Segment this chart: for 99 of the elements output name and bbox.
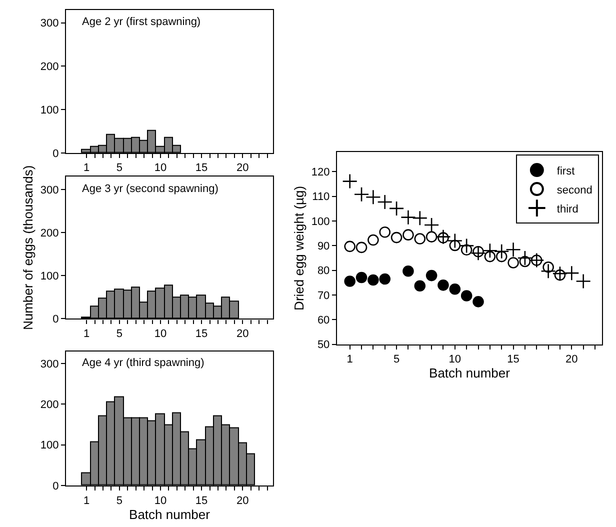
y-tick-label: 70 bbox=[317, 290, 330, 302]
point bbox=[496, 250, 508, 262]
y-tick-label: 100 bbox=[311, 216, 330, 228]
y-tick-label: 100 bbox=[40, 104, 59, 116]
y-tick-label: 100 bbox=[40, 270, 59, 282]
point bbox=[517, 250, 533, 266]
x-tick-label: 20 bbox=[236, 494, 249, 507]
point bbox=[564, 265, 580, 281]
y-tick-label: 90 bbox=[317, 240, 330, 253]
x-tick-label: 10 bbox=[448, 354, 462, 366]
text: Age 2 yr (first spawning) bbox=[82, 16, 201, 28]
y-tick-label: 0 bbox=[52, 314, 59, 326]
x-tick-label: 1 bbox=[83, 328, 90, 340]
point bbox=[438, 280, 449, 291]
point bbox=[494, 244, 510, 260]
point bbox=[436, 229, 451, 244]
x-tick-label: 15 bbox=[195, 494, 208, 507]
x-axis-title: Batch number bbox=[129, 506, 211, 522]
point bbox=[400, 210, 416, 225]
y-tick-label: 0 bbox=[52, 480, 59, 492]
point bbox=[449, 240, 461, 252]
point bbox=[460, 290, 472, 302]
x-tick-label: 1 bbox=[346, 354, 353, 366]
point bbox=[449, 283, 461, 295]
point bbox=[447, 233, 463, 248]
text: Age 4 yr (third spawning) bbox=[82, 357, 204, 369]
point bbox=[554, 269, 566, 281]
y-tick-label: 300 bbox=[40, 358, 59, 370]
point bbox=[412, 210, 428, 226]
y-tick-label: 0 bbox=[52, 148, 59, 160]
point bbox=[354, 186, 370, 202]
x-tick-label: 15 bbox=[195, 328, 208, 340]
point bbox=[402, 229, 414, 240]
y-tick-label: 200 bbox=[40, 227, 59, 240]
point bbox=[388, 200, 404, 216]
y-tick-label: 300 bbox=[40, 184, 59, 196]
x-tick-label: 1 bbox=[83, 162, 90, 174]
point bbox=[377, 194, 393, 210]
point bbox=[344, 240, 356, 252]
point bbox=[356, 242, 368, 254]
point bbox=[426, 231, 438, 242]
point bbox=[472, 246, 484, 258]
y-tick-label: 100 bbox=[40, 440, 59, 452]
x-tick-label: 20 bbox=[236, 328, 249, 340]
point bbox=[542, 262, 554, 273]
x-tick-label: 10 bbox=[154, 494, 167, 507]
x-tick-label: 5 bbox=[116, 328, 122, 340]
point bbox=[438, 232, 449, 244]
point bbox=[460, 244, 472, 256]
x-tick-label: 5 bbox=[116, 494, 122, 507]
point bbox=[508, 257, 519, 268]
text: Age 3 yr (second spawning) bbox=[82, 183, 218, 195]
point bbox=[344, 276, 356, 287]
point bbox=[356, 272, 368, 284]
legend-label: first bbox=[556, 165, 575, 178]
x-tick-label: 5 bbox=[116, 162, 122, 174]
point bbox=[576, 274, 591, 289]
point bbox=[368, 274, 379, 286]
point bbox=[458, 238, 474, 254]
x-tick-label: 10 bbox=[154, 162, 167, 174]
y-tick-label: 200 bbox=[40, 61, 59, 74]
point bbox=[342, 174, 358, 189]
point bbox=[472, 296, 484, 308]
x-tick-label: 20 bbox=[236, 162, 249, 174]
y-tick-label: 200 bbox=[40, 398, 59, 411]
y-tick-label: 300 bbox=[40, 18, 59, 30]
point bbox=[366, 189, 381, 205]
point bbox=[482, 242, 498, 258]
y-axis-title: Dried egg weight (µg) bbox=[291, 186, 306, 310]
y-tick-label: 110 bbox=[312, 191, 330, 204]
point bbox=[379, 273, 391, 285]
y-tick-label: 80 bbox=[317, 265, 330, 278]
x-tick-label: 15 bbox=[507, 354, 520, 366]
point bbox=[519, 256, 531, 268]
x-tick-label: 1 bbox=[83, 494, 90, 507]
x-axis-title: Batch number bbox=[429, 366, 511, 381]
x-tick-label: 10 bbox=[154, 328, 167, 340]
y-axis-title: Number of eggs (thousands) bbox=[20, 165, 36, 330]
point bbox=[368, 234, 379, 246]
point bbox=[414, 233, 426, 244]
y-tick-label: 50 bbox=[317, 339, 330, 352]
x-tick-label: 5 bbox=[393, 354, 400, 366]
point bbox=[506, 242, 521, 258]
x-tick-label: 15 bbox=[195, 162, 208, 174]
point bbox=[390, 232, 402, 244]
point bbox=[470, 245, 486, 261]
point bbox=[424, 217, 440, 233]
point bbox=[402, 265, 414, 277]
y-tick-label: 60 bbox=[317, 314, 330, 327]
point bbox=[552, 266, 568, 282]
point bbox=[379, 226, 391, 238]
point bbox=[540, 263, 556, 279]
legend-label: second bbox=[556, 184, 592, 196]
point bbox=[484, 250, 496, 262]
point bbox=[414, 280, 426, 292]
point bbox=[426, 270, 438, 282]
y-tick-label: 120 bbox=[311, 166, 330, 179]
x-tick-label: 20 bbox=[566, 354, 578, 366]
legend-label: third bbox=[556, 203, 578, 216]
